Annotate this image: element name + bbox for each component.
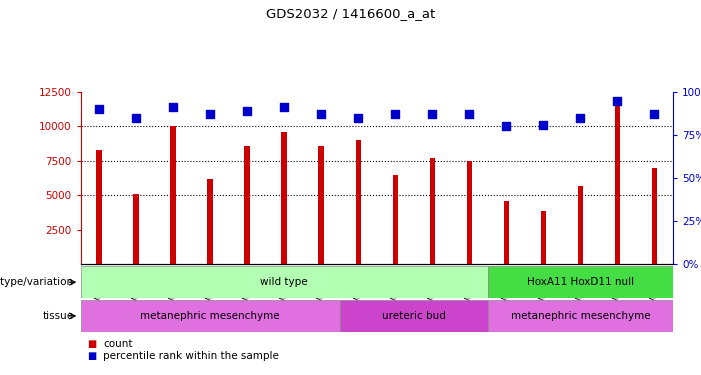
- Bar: [467, 161, 472, 264]
- Bar: [355, 140, 361, 264]
- Point: [649, 111, 660, 117]
- Point: [390, 111, 401, 117]
- Point: [501, 123, 512, 129]
- Point: [612, 98, 623, 104]
- Bar: [430, 158, 435, 264]
- Bar: [488, 266, 673, 298]
- Point: [575, 115, 586, 121]
- Point: [427, 111, 438, 117]
- Text: metanephric mesenchyme: metanephric mesenchyme: [510, 311, 651, 321]
- Bar: [133, 194, 139, 264]
- Point: [315, 111, 327, 117]
- Point: [205, 111, 216, 117]
- Text: ■: ■: [88, 339, 97, 349]
- Text: count: count: [103, 339, 132, 349]
- Bar: [170, 126, 176, 264]
- Text: percentile rank within the sample: percentile rank within the sample: [103, 351, 279, 361]
- Point: [242, 108, 253, 114]
- Bar: [540, 210, 546, 264]
- Text: metanephric mesenchyme: metanephric mesenchyme: [140, 311, 280, 321]
- Point: [538, 122, 549, 128]
- Point: [93, 106, 104, 112]
- Bar: [207, 179, 213, 264]
- Bar: [393, 175, 398, 264]
- Bar: [488, 300, 673, 332]
- Bar: [282, 132, 287, 264]
- Point: [353, 115, 364, 121]
- Text: ■: ■: [88, 351, 97, 361]
- Point: [168, 104, 179, 110]
- Text: wild type: wild type: [260, 277, 308, 287]
- Bar: [96, 150, 102, 264]
- Text: genotype/variation: genotype/variation: [0, 277, 74, 287]
- Point: [278, 104, 290, 110]
- Bar: [318, 146, 324, 264]
- Text: GDS2032 / 1416600_a_at: GDS2032 / 1416600_a_at: [266, 8, 435, 21]
- Bar: [652, 168, 658, 264]
- Bar: [340, 300, 488, 332]
- Bar: [81, 266, 488, 298]
- Bar: [578, 186, 583, 264]
- Text: ureteric bud: ureteric bud: [382, 311, 446, 321]
- Bar: [503, 201, 509, 264]
- Point: [464, 111, 475, 117]
- Bar: [81, 300, 340, 332]
- Bar: [615, 99, 620, 264]
- Text: HoxA11 HoxD11 null: HoxA11 HoxD11 null: [527, 277, 634, 287]
- Bar: [245, 146, 250, 264]
- Text: tissue: tissue: [43, 311, 74, 321]
- Point: [130, 115, 142, 121]
